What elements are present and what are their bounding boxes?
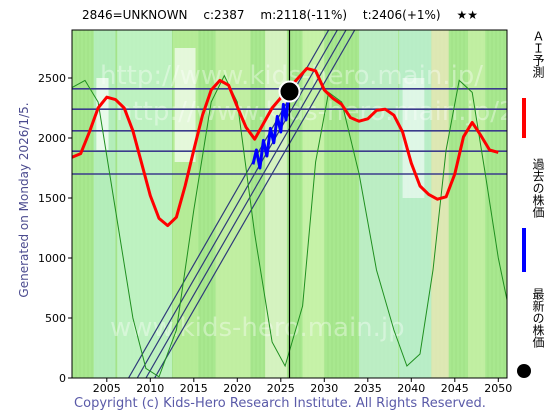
y-axis-ticks: 0 500 1000 1500 2000 2500	[38, 72, 72, 385]
y-tick-label: 1000	[38, 252, 66, 265]
y-tick-label: 0	[59, 372, 66, 385]
band-light	[402, 78, 425, 198]
past-price-series	[251, 91, 291, 170]
x-tick-label: 2020	[223, 382, 251, 395]
x-tick-label: 2050	[484, 382, 512, 395]
y-tick-label: 2000	[38, 132, 66, 145]
x-tick-label: 2045	[441, 382, 469, 395]
m-value: m:2118(-11%)	[260, 8, 348, 22]
past-price-line	[251, 91, 291, 170]
channel-line	[145, 30, 347, 378]
latest-price-dot	[278, 80, 301, 103]
channel-line	[136, 30, 338, 378]
x-tick-label: 2030	[310, 382, 338, 395]
plot-frame	[71, 29, 508, 379]
x-tick-label: 2015	[180, 382, 208, 395]
watermark-line: www.kids-hero.main.jp	[110, 313, 405, 343]
y-tick-label: 1500	[38, 192, 66, 205]
x-tick-label: 2025	[267, 382, 295, 395]
channel-line	[154, 30, 356, 378]
stock-code: 2846=UNKNOWN	[82, 8, 188, 22]
current-price: c:2387	[203, 8, 245, 22]
x-tick-label: 2010	[136, 382, 164, 395]
band	[467, 30, 486, 378]
legend-latest-label: 最新の株価	[531, 288, 545, 348]
legend-past-price: 過去の株価	[516, 158, 546, 278]
x-tick-label: 2005	[93, 382, 121, 395]
legend-past-label: 過去の株価	[531, 158, 545, 218]
copyright-text: Copyright (c) Kids-Hero Research Institu…	[74, 396, 486, 411]
plot-border	[71, 29, 508, 379]
legend-past-swatch	[522, 228, 526, 272]
x-tick-label: 2040	[397, 382, 425, 395]
x-axis-ticks: 2005 2010 2015 2020 2025 2030 2035 2040 2045 2050	[93, 378, 512, 395]
legend-latest-dot	[517, 364, 531, 378]
y-tick-label: 2500	[38, 72, 66, 85]
legend-ai-forecast: ＡＩ予測	[516, 30, 546, 140]
y-tick-label: 500	[45, 312, 66, 325]
band	[302, 30, 325, 378]
rating-stars: ★★	[456, 8, 478, 22]
band-light	[96, 78, 109, 150]
green-curve	[72, 74, 507, 378]
legend-ai-swatch	[522, 98, 526, 138]
t-value: t:2406(+1%)	[362, 8, 441, 22]
latest-price-marker	[278, 80, 301, 103]
watermark-line: http://www.kids-hero.main.jp/2846.html	[116, 97, 560, 127]
generated-date-label: Generated on Monday 2026/1/5.	[17, 102, 31, 298]
legend-ai-label: ＡＩ予測	[531, 30, 545, 78]
legend-latest-price: 最新の株価	[516, 288, 546, 380]
x-tick-label: 2035	[354, 382, 382, 395]
legend: ＡＩ予測 過去の株価 最新の株価	[516, 30, 546, 380]
green-curve-line	[72, 74, 507, 378]
band-light	[174, 48, 196, 162]
chart-header: 2846=UNKNOWN c:2387 m:2118(-11%) t:2406(…	[0, 8, 560, 22]
